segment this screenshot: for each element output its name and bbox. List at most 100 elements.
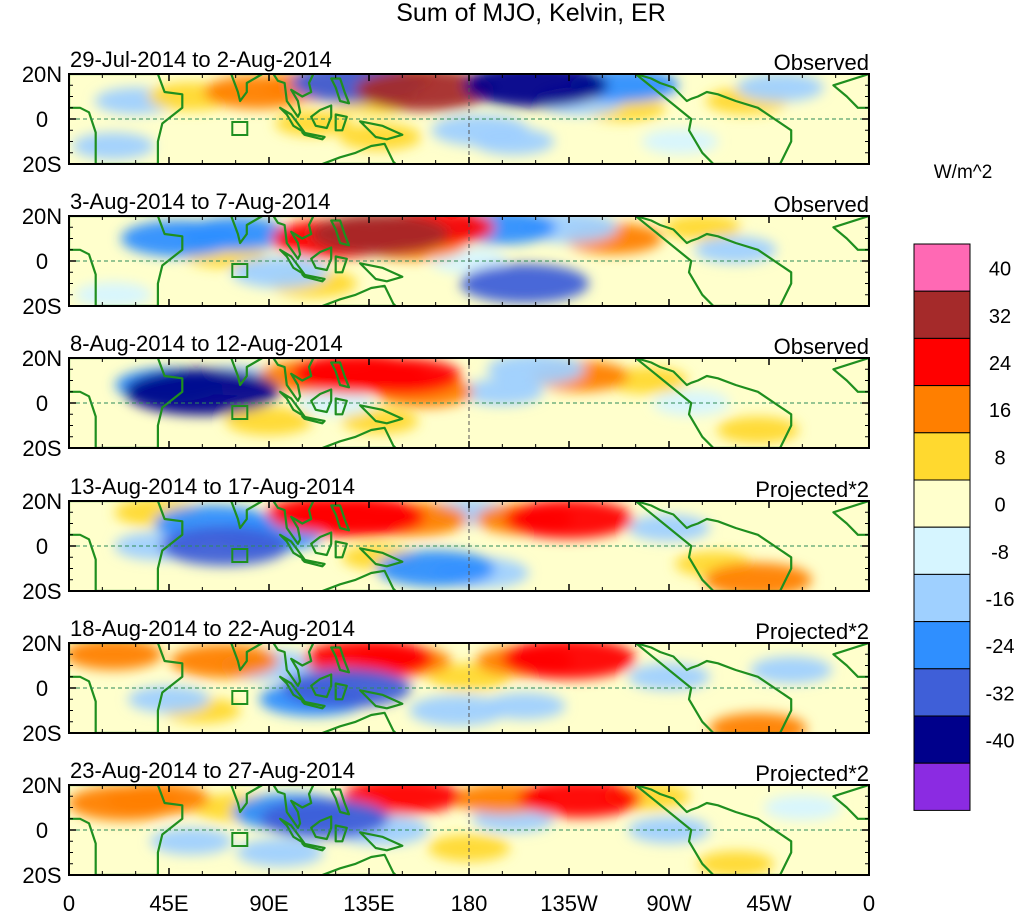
anomaly-blob <box>72 132 155 160</box>
anomaly-blob <box>236 838 324 867</box>
y-tick-label: 0 <box>36 391 48 416</box>
y-tick-label: 0 <box>36 818 48 843</box>
colorbar-level-label: 0 <box>994 495 1005 517</box>
coastline <box>272 643 315 687</box>
map-panel: 20N 0 20S 3-Aug-2014 to 7-Aug-2014 Observed <box>22 189 870 319</box>
colorbar-level-label: -32 <box>986 683 1015 705</box>
anomaly-blob <box>461 378 544 406</box>
x-tick-label: 135W <box>540 891 598 916</box>
x-tick-label: 90E <box>249 891 288 916</box>
coastline <box>832 74 869 109</box>
x-tick-label: 0 <box>863 891 875 916</box>
coastline <box>279 533 306 561</box>
anomaly-blob <box>120 220 240 257</box>
coastline <box>69 358 184 448</box>
anomaly-blob <box>628 663 710 691</box>
coastline <box>832 501 869 536</box>
map-panel: 20N 0 20S 23-Aug-2014 to 27-Aug-2014 Project… <box>22 758 870 888</box>
y-tick-label: 20S <box>22 721 61 746</box>
coastline <box>330 361 351 389</box>
anomaly-blob <box>663 216 741 241</box>
x-tick-label: 0 <box>63 891 75 916</box>
colorbar-level-label: -8 <box>991 542 1009 564</box>
colorbar-units-label: W/m^2 <box>934 162 993 183</box>
colorbar-swatch <box>913 526 971 575</box>
anomaly-field <box>69 501 869 591</box>
coastline <box>359 404 404 425</box>
coastline <box>301 415 326 425</box>
coastline <box>832 785 869 820</box>
coastline <box>330 504 351 532</box>
coastline <box>359 689 404 710</box>
coastline <box>330 646 351 674</box>
panel-status-label: Observed <box>774 192 869 217</box>
coastline <box>634 216 793 306</box>
anomaly-blob <box>709 712 807 733</box>
anomaly-blob <box>128 685 210 713</box>
colorbar-swatch <box>913 243 971 292</box>
coastline <box>832 358 869 393</box>
panel-status-label: Projected*2 <box>755 477 869 502</box>
colorbar-swatch <box>913 762 971 811</box>
x-tick-label: 135E <box>343 891 394 916</box>
y-tick-label: 20S <box>22 863 61 888</box>
anomaly-blob <box>628 816 710 844</box>
colorbar-level-label: -40 <box>986 731 1015 753</box>
coastline <box>272 785 315 829</box>
y-tick-label: 20S <box>22 152 61 177</box>
anomaly-blob <box>716 416 799 444</box>
anomaly-field <box>69 785 869 875</box>
anomaly-blob <box>150 827 233 855</box>
coastline <box>310 815 333 841</box>
anomaly-blob <box>290 501 425 538</box>
anomaly-blob <box>355 74 495 111</box>
y-tick-label: 20N <box>22 773 62 798</box>
coastline <box>230 785 264 814</box>
colorbar-level-label: -24 <box>986 636 1015 658</box>
coastline <box>330 788 351 816</box>
coastline <box>230 358 264 387</box>
coastline <box>359 547 404 568</box>
region-box <box>231 832 249 847</box>
x-tick-label: 180 <box>451 891 488 916</box>
y-tick-label: 20N <box>22 631 62 656</box>
coastline <box>334 540 348 559</box>
map-panel: 20N 0 20S 13-Aug-2014 to 17-Aug-2014 Project… <box>22 474 870 604</box>
region-box <box>231 121 249 136</box>
coastline <box>334 255 348 274</box>
coastline <box>230 501 264 530</box>
coastline <box>230 74 264 103</box>
map-panel: 20N 0 20S 18-Aug-2014 to 22-Aug-2014 Project… <box>22 616 870 746</box>
coastline <box>330 77 351 105</box>
colorbar-level-label: 16 <box>989 400 1011 422</box>
coastline <box>310 246 333 272</box>
y-tick-label: 0 <box>36 107 48 132</box>
anomaly-field <box>69 358 869 448</box>
coastline <box>279 248 306 276</box>
region-box <box>231 263 249 278</box>
colorbar-level-label: 24 <box>989 353 1011 375</box>
anomaly-blob <box>69 785 182 821</box>
coastline <box>334 397 348 416</box>
colorbar: 40 32 24 16 8 0 -8 -16 -24 -32 -40 <box>913 243 1015 811</box>
coastline <box>359 120 404 141</box>
y-tick-label: 20S <box>22 579 61 604</box>
anomaly-blob <box>463 74 608 108</box>
coastline <box>301 131 326 141</box>
coastline <box>272 216 315 260</box>
anomaly-blob <box>694 236 777 264</box>
anomaly-blob <box>502 643 636 680</box>
colorbar-swatch <box>913 337 971 387</box>
coastline <box>279 817 306 845</box>
coastline <box>359 262 404 283</box>
anomaly-blob <box>69 643 163 670</box>
panel-date-range: 23-Aug-2014 to 27-Aug-2014 <box>70 758 355 783</box>
chart-title: Sum of MJO, Kelvin, ER <box>396 0 666 27</box>
panel-status-label: Observed <box>774 334 869 359</box>
coastline <box>272 358 315 402</box>
anomaly-blob <box>518 785 642 818</box>
coastline <box>69 785 184 875</box>
coastline <box>832 216 869 251</box>
coastline <box>634 643 793 733</box>
coastline <box>69 74 184 164</box>
